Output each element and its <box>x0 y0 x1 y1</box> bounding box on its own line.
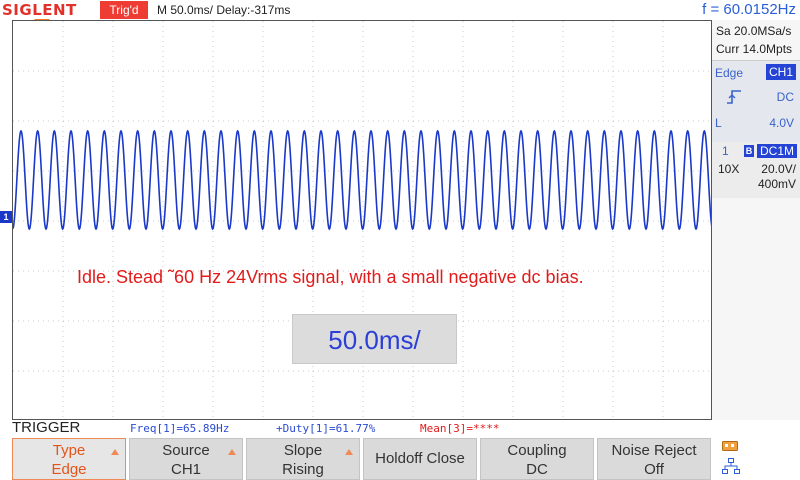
network-icon <box>722 458 740 474</box>
softkey-coupling[interactable]: Coupling DC <box>480 438 594 480</box>
frequency-counter: f = 60.0152Hz <box>702 1 796 18</box>
channel-1-offset-marker[interactable]: 1 <box>0 211 12 223</box>
measurement-duty: +Duty[1]=61.77% <box>276 422 376 435</box>
trigger-level: 4.0V <box>769 116 794 130</box>
trigger-type: Edge <box>715 66 744 80</box>
rising-edge-icon <box>727 90 741 104</box>
softkey-label: Slope <box>283 442 323 459</box>
measurement-frequency: Freq[1]=65.89Hz <box>130 422 230 435</box>
softkey-slope[interactable]: Slope Rising <box>246 438 360 480</box>
softkey-holdoff[interactable]: Holdoff Close <box>363 438 477 480</box>
softkey-label: Source <box>162 442 210 459</box>
channel-1-info-box[interactable]: 1 B DC1M 10X 20.0V/ 400mV <box>712 142 800 198</box>
probe-attenuation: 10X <box>718 162 740 176</box>
brand-logo: SIGLENT <box>2 1 77 19</box>
sample-rate: Sa 20.0MSa/s <box>716 24 792 38</box>
trigger-coupling: DC <box>776 90 794 104</box>
annotation-text: Idle. Stead ˜60 Hz 24Vrms signal, with a… <box>77 267 584 287</box>
menu-arrow-icon <box>345 449 353 455</box>
timebase-delay-readout: M 50.0ms/ Delay:-317ms <box>157 3 291 17</box>
timebase-popup: 50.0ms/ <box>292 314 457 364</box>
softkey-value: Off <box>644 461 664 478</box>
waveform-display[interactable]: Idle. Stead ˜60 Hz 24Vrms signal, with a… <box>12 20 712 420</box>
trigger-level-label: L <box>715 116 722 130</box>
menu-title: TRIGGER <box>12 419 81 436</box>
status-bar: SIGLENT Trig'd M 50.0ms/ Delay:-317ms f … <box>0 0 800 20</box>
trigger-status-badge: Trig'd <box>100 1 148 19</box>
softkey-value: CH1 <box>170 461 201 478</box>
trigger-source-badge: CH1 <box>766 64 796 80</box>
channel-1-trace <box>13 129 711 231</box>
softkey-value: DC <box>526 461 548 478</box>
softkey-bar: Type Edge Source CH1 Slope Rising Holdof… <box>0 436 800 480</box>
softkey-noise-reject[interactable]: Noise Reject Off <box>597 438 711 480</box>
softkey-label: Coupling <box>507 442 567 459</box>
info-panel: Sa 20.0MSa/s Curr 14.0Mpts Edge CH1 DC L… <box>712 20 800 420</box>
waveform-trace <box>13 129 711 231</box>
softkey-value: Edge <box>51 461 87 478</box>
volts-per-div: 20.0V/ <box>761 162 796 176</box>
softkey-type[interactable]: Type Edge <box>12 438 126 480</box>
memory-depth: Curr 14.0Mpts <box>716 42 793 56</box>
usb-storage-icon <box>722 441 738 451</box>
softkey-label: Holdoff Close <box>375 450 465 467</box>
channel-coupling-badge: DC1M <box>757 144 797 158</box>
measurement-mean: Mean[3]=**** <box>420 422 500 435</box>
softkey-label: Noise Reject <box>611 442 697 459</box>
channel-offset: 400mV <box>757 177 796 191</box>
trigger-info-box: Edge CH1 DC L 4.0V <box>712 60 800 152</box>
softkey-value: Rising <box>282 461 324 478</box>
menu-arrow-icon <box>111 449 119 455</box>
channel-number: 1 <box>722 144 729 158</box>
softkey-label: Type <box>52 442 86 459</box>
softkey-source[interactable]: Source CH1 <box>129 438 243 480</box>
bandwidth-limit-icon: B <box>744 145 754 157</box>
menu-arrow-icon <box>228 449 236 455</box>
